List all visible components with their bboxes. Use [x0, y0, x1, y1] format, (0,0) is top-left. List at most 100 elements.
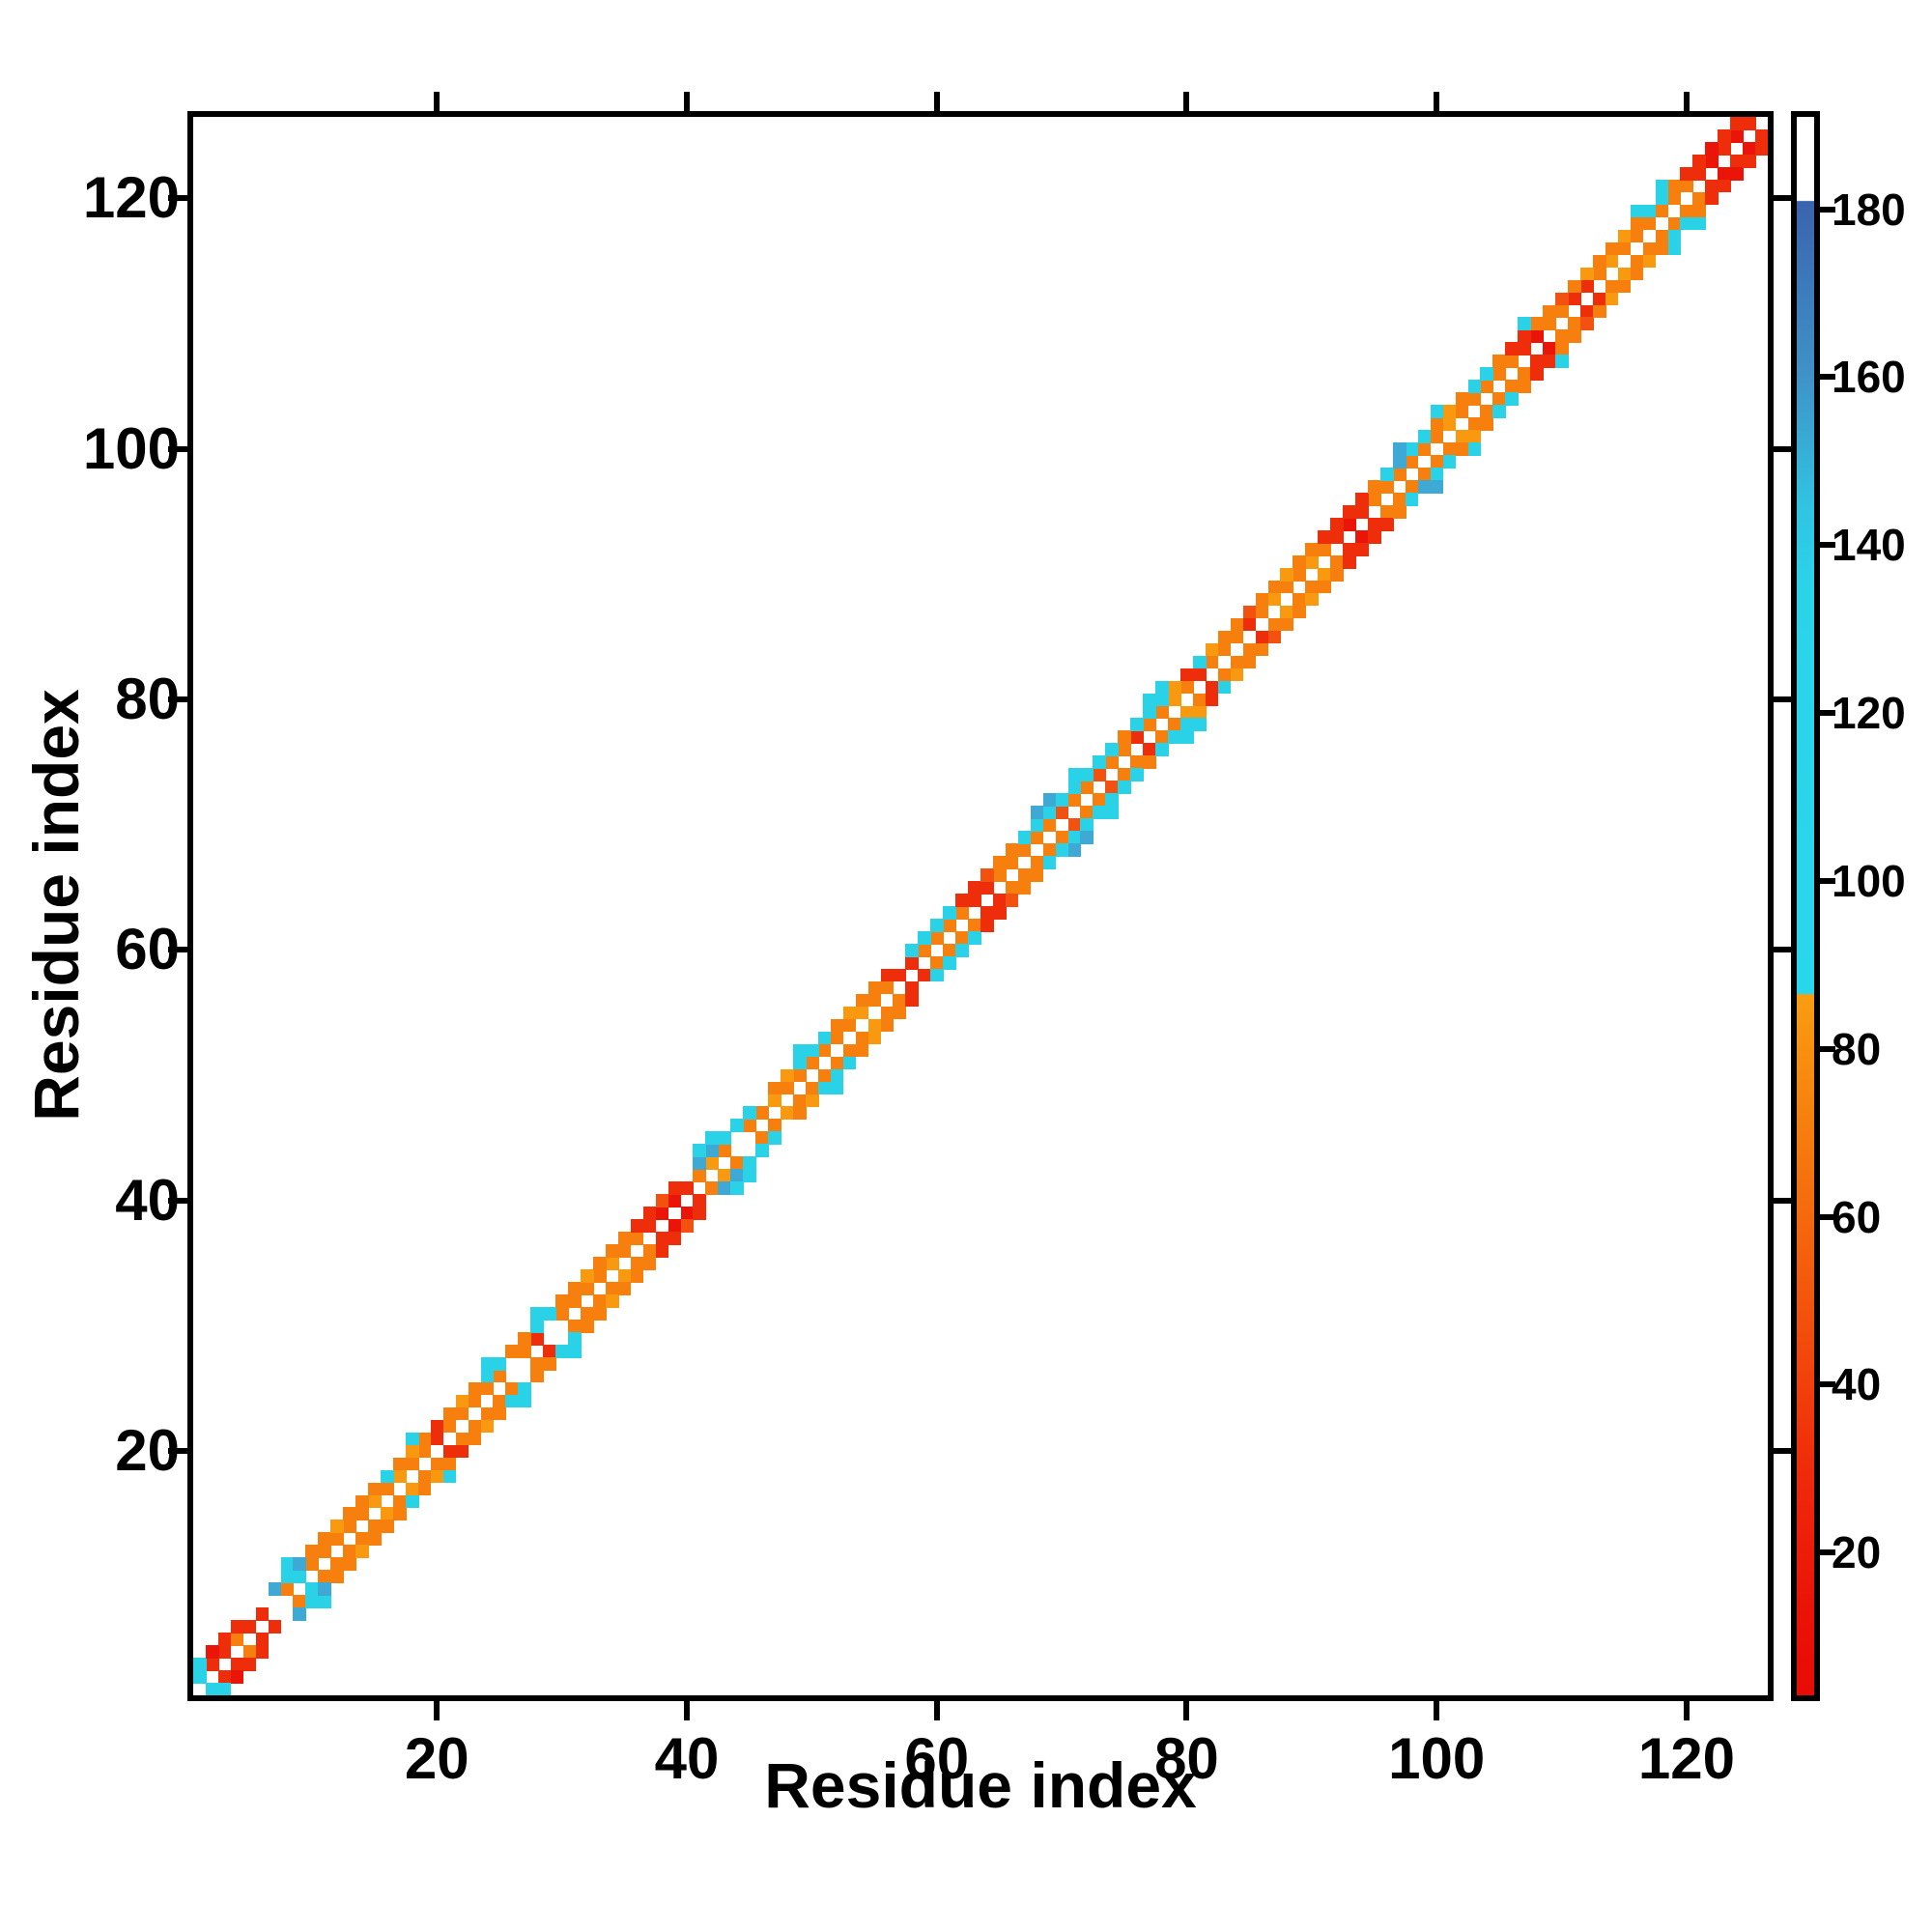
contact-cell [1192, 693, 1207, 707]
contact-cell [305, 1557, 320, 1571]
contact-cell [1143, 755, 1156, 770]
contact-cell [718, 1131, 731, 1146]
colorbar-tick-label: 40 [1832, 1359, 1882, 1410]
contact-cell [417, 1482, 432, 1496]
contact-cell [1743, 141, 1756, 156]
contact-cell [1217, 680, 1232, 695]
axis-tick [1774, 195, 1793, 202]
contact-cell [442, 1469, 457, 1484]
contact-cell [1293, 605, 1307, 619]
contact-cell [655, 1244, 669, 1258]
contact-cell [193, 1658, 207, 1671]
contact-cell [1705, 154, 1719, 168]
contact-cell [1505, 392, 1519, 406]
axis-tick [168, 1448, 187, 1455]
contact-cell [1655, 204, 1669, 218]
contact-cell [1280, 580, 1294, 594]
contact-cell [392, 1494, 407, 1509]
contact-cell [1617, 242, 1632, 256]
contact-cell [1417, 442, 1432, 456]
colorbar-tick [1820, 542, 1835, 549]
contact-cell [1617, 267, 1632, 281]
contact-cell [830, 1068, 844, 1083]
contact-cell [1617, 229, 1632, 243]
contact-cell [693, 1207, 707, 1220]
contact-cell [1667, 191, 1682, 206]
contact-cell [581, 1269, 594, 1283]
contact-cell [1379, 517, 1394, 531]
contact-cell [1155, 705, 1169, 720]
x-tick-label: 20 [404, 1726, 469, 1791]
contact-cell [1755, 128, 1768, 143]
contact-cell [743, 1156, 756, 1171]
contact-cell [442, 1419, 457, 1434]
contact-cell [1230, 630, 1244, 644]
axis-tick [933, 92, 940, 111]
contact-cell [617, 1232, 632, 1245]
contact-cell [392, 1469, 407, 1484]
contact-cell [405, 1432, 419, 1446]
axis-tick [1774, 1197, 1793, 1204]
contact-cell [1392, 493, 1406, 506]
contact-cell [1242, 642, 1257, 657]
contact-cell [318, 1532, 331, 1547]
contact-cell [343, 1545, 356, 1559]
contact-cell [268, 1620, 282, 1634]
contact-cell [1055, 793, 1069, 807]
colorbar-tick [1820, 206, 1835, 213]
contact-cell [855, 993, 869, 1008]
contact-cell [330, 1532, 344, 1547]
contact-cell [992, 856, 1007, 869]
contact-cell [1105, 806, 1119, 819]
contact-cell [368, 1482, 382, 1496]
contact-cell [1005, 881, 1019, 895]
contact-cell [980, 868, 994, 882]
contact-cell [555, 1344, 569, 1358]
contact-cell [1379, 480, 1394, 494]
contact-cell [480, 1381, 495, 1396]
contact-cell [1242, 617, 1257, 632]
contact-cell [1179, 730, 1194, 745]
contact-cell [1705, 179, 1719, 193]
contact-cell [455, 1406, 469, 1421]
contact-cell [355, 1532, 369, 1547]
contact-cell [605, 1294, 619, 1308]
contact-cell [1442, 405, 1457, 418]
contact-cell [730, 1181, 744, 1195]
contact-cell [943, 906, 956, 920]
colorbar-tick-label: 120 [1832, 688, 1906, 739]
contact-cell [581, 1319, 594, 1333]
contact-cell [293, 1607, 307, 1621]
contact-cell [1442, 442, 1457, 456]
contact-cell [1743, 154, 1756, 168]
contact-cell [1055, 843, 1069, 857]
contact-cell [893, 993, 907, 1008]
contact-cell [1568, 279, 1581, 294]
contact-cell [768, 1094, 781, 1108]
contact-cell [1630, 216, 1644, 231]
contact-cell [1518, 342, 1531, 356]
contact-cell [642, 1244, 657, 1258]
contact-cell [242, 1620, 257, 1634]
contact-cell [1705, 141, 1719, 156]
contact-cell [1330, 567, 1344, 582]
contact-cell [1168, 718, 1181, 732]
contact-cell [1293, 567, 1307, 582]
contact-cell [1455, 442, 1469, 456]
contact-cell [1343, 517, 1356, 531]
contact-cell [718, 1181, 731, 1195]
contact-cell [1080, 831, 1094, 844]
contact-cell [1355, 505, 1369, 519]
contact-cell [1630, 267, 1644, 281]
contact-cell [1055, 831, 1069, 844]
contact-cell [1143, 705, 1156, 720]
contact-cell [493, 1406, 507, 1421]
contact-cell [381, 1482, 394, 1496]
contact-cell [381, 1520, 394, 1534]
contact-cell [680, 1219, 695, 1233]
contact-cell [781, 1081, 794, 1095]
contact-cell [505, 1344, 520, 1358]
contact-cell [305, 1582, 320, 1596]
contact-cell [1192, 655, 1207, 669]
contact-cell [1093, 793, 1107, 807]
